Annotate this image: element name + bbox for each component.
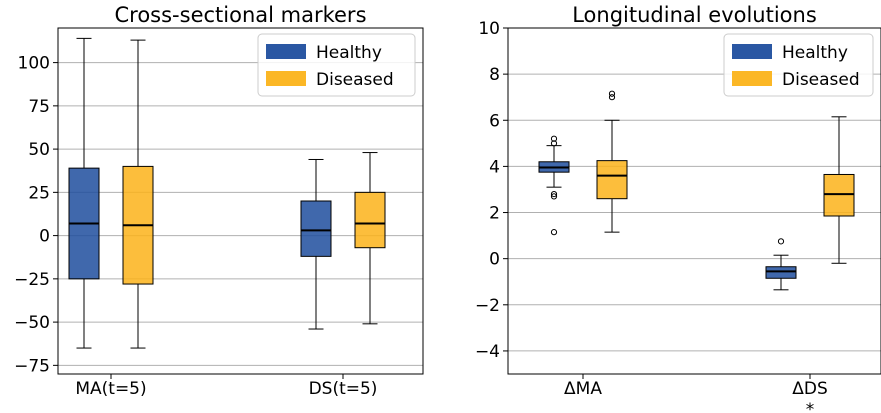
y-tick-label: 0 <box>39 227 50 247</box>
y-tick-label: 10 <box>478 19 500 39</box>
y-tick-label: −25 <box>14 270 50 290</box>
legend: Healthy Diseased <box>724 34 873 96</box>
legend-swatch-healthy <box>266 44 306 59</box>
x-tick-label: ΔDS <box>792 379 828 399</box>
y-tick-label: 6 <box>489 111 500 131</box>
outlier-point <box>551 230 556 235</box>
outlier-point <box>778 239 783 244</box>
x-tick-label: ΔMA <box>564 379 602 399</box>
box-healthy-2 <box>766 239 796 290</box>
box-body <box>355 192 385 247</box>
y-tick-label: 100 <box>18 54 50 74</box>
box-body <box>824 174 854 216</box>
x-tick-label: DS(t=5) <box>309 379 378 399</box>
box-body <box>301 201 331 256</box>
box-diseased-1 <box>123 40 153 348</box>
y-tick-label: 75 <box>28 97 50 117</box>
y-tick-label: −2 <box>475 296 500 316</box>
legend-swatch-diseased <box>732 71 772 86</box>
legend-label-diseased: Diseased <box>782 70 860 90</box>
y-tick-label: 2 <box>489 204 500 224</box>
box-diseased-2 <box>355 153 385 324</box>
chart-2: −4 −2 0 2 4 6 8 10 ΔMA ΔDS* Longitudinal evolution… <box>475 3 881 413</box>
legend-swatch-healthy <box>732 44 772 59</box>
chart-title: Cross-sectional markers <box>114 3 366 27</box>
box-body <box>597 161 627 199</box>
box-diseased-2 <box>824 117 854 263</box>
box-healthy-1 <box>69 38 99 348</box>
significance-marker: * <box>806 400 815 413</box>
chart-title: Longitudinal evolutions <box>572 3 817 27</box>
box-body <box>766 267 796 279</box>
outlier-point <box>609 91 614 96</box>
y-tick-label: 4 <box>489 157 500 177</box>
legend-label-healthy: Healthy <box>316 43 382 63</box>
y-tick-label: −4 <box>475 342 500 362</box>
box-healthy-1 <box>539 136 569 235</box>
y-tick-label: 8 <box>489 65 500 85</box>
legend-swatch-diseased <box>266 71 306 86</box>
legend: Healthy Diseased <box>258 34 415 96</box>
y-tick-label: −75 <box>14 356 50 376</box>
chart-1: −75 −50 −25 0 25 50 75 100 MA(t=5) DS(t=5) Cross-s… <box>14 3 423 399</box>
y-tick-label: 0 <box>489 250 500 270</box>
y-tick-label: 50 <box>28 140 50 160</box>
box-healthy-2 <box>301 159 331 329</box>
x-tick-label: MA(t=5) <box>75 379 146 399</box>
box-diseased-1 <box>597 91 627 232</box>
legend-label-diseased: Diseased <box>316 70 394 90</box>
legend-label-healthy: Healthy <box>782 43 848 63</box>
y-tick-label: −50 <box>14 313 50 333</box>
y-tick-label: 25 <box>28 183 50 203</box>
